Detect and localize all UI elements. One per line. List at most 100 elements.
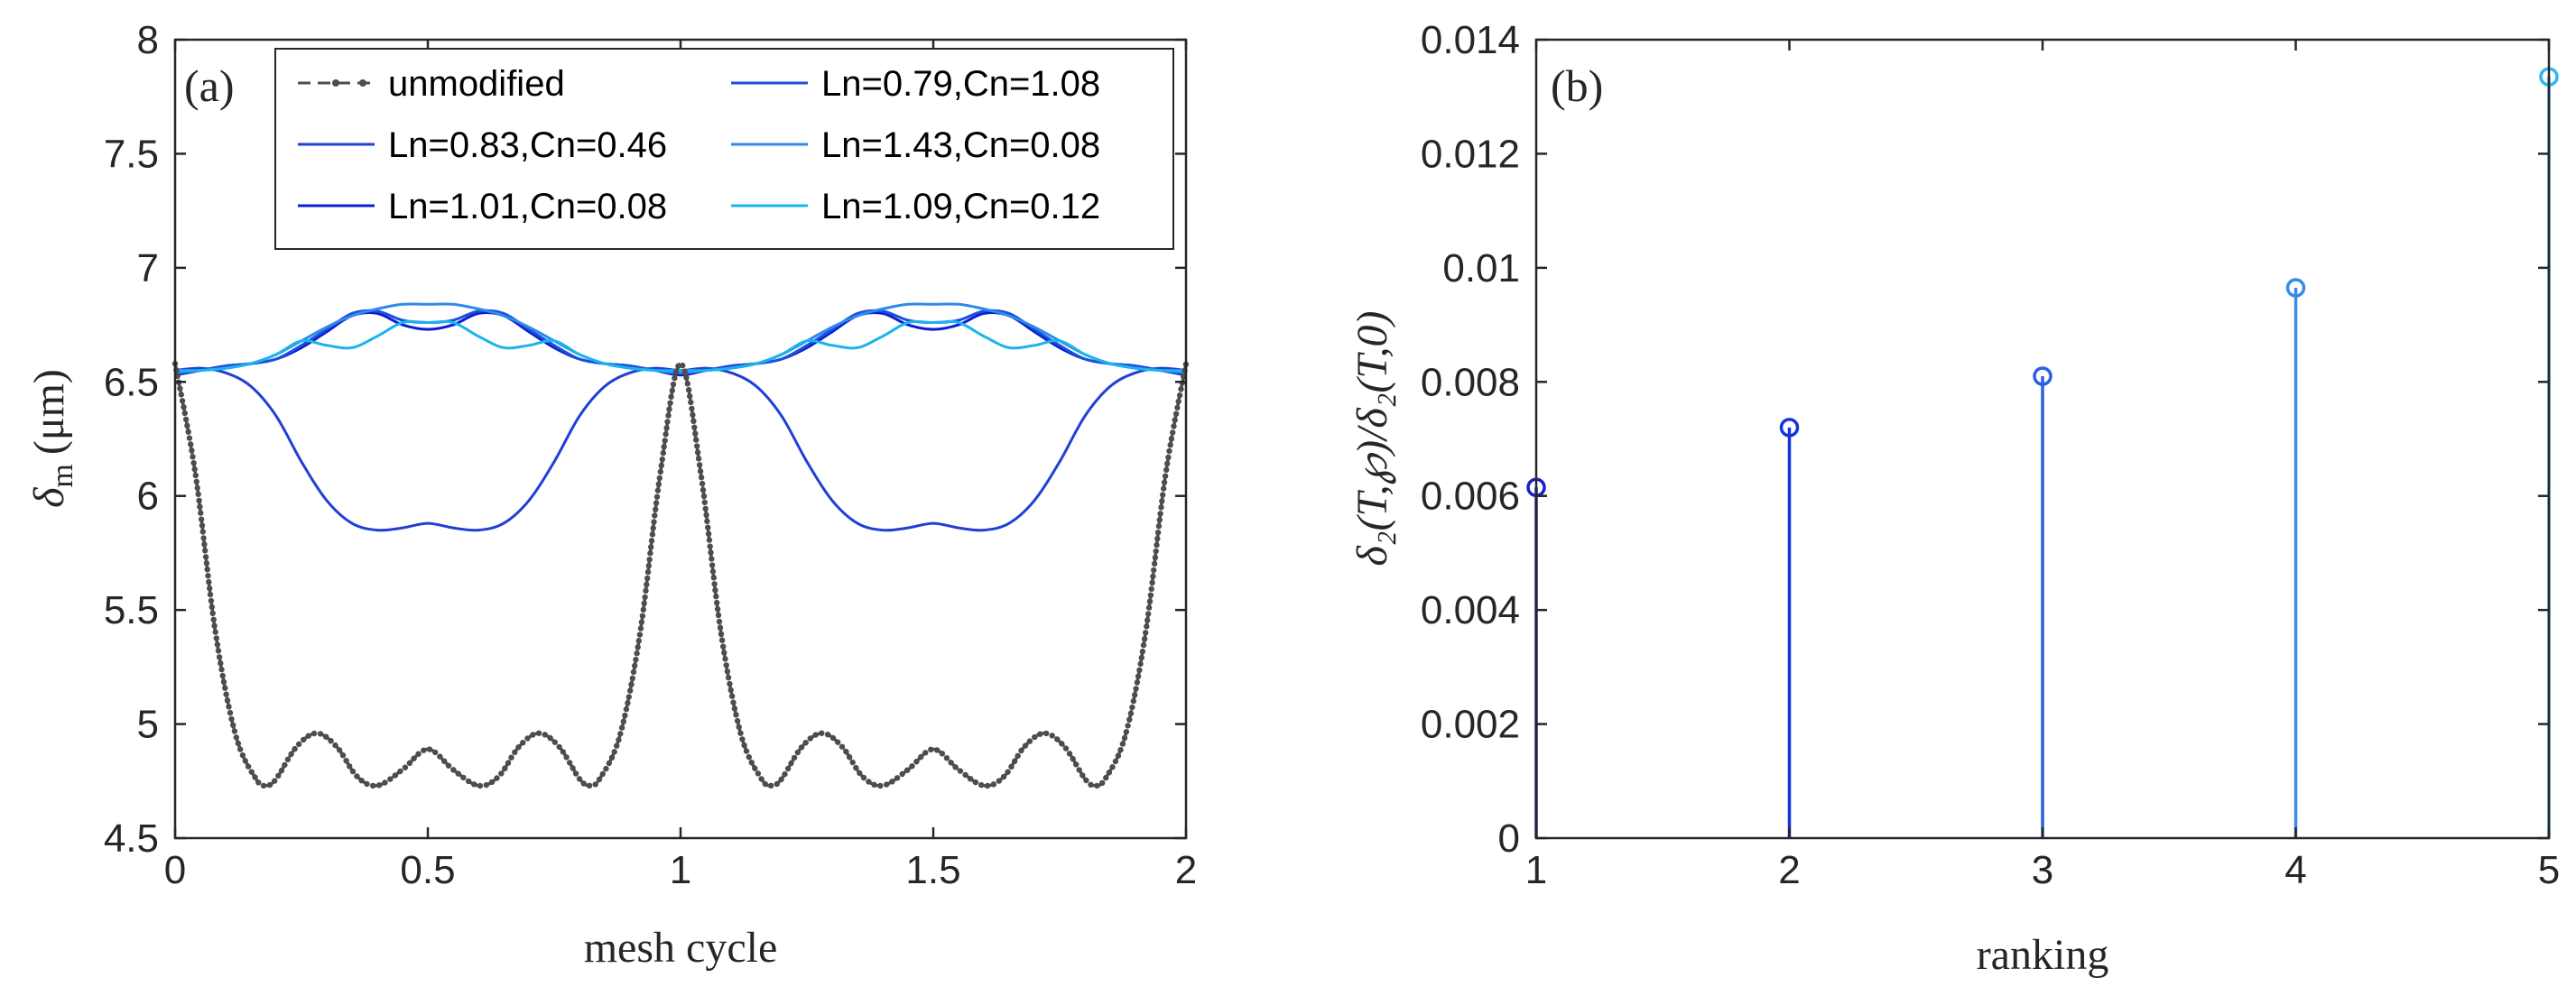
series-marker (625, 694, 632, 700)
series-marker (648, 538, 655, 544)
series-marker (685, 387, 692, 393)
series-marker (1143, 630, 1149, 636)
series-marker (680, 362, 686, 369)
series-marker (563, 754, 570, 761)
series-marker (723, 662, 729, 669)
panel-b-ytick-label: 0.012 (1421, 132, 1520, 176)
series-marker (190, 460, 197, 466)
series-marker (884, 781, 890, 788)
series-marker (672, 369, 680, 375)
series-marker (695, 456, 702, 462)
series-marker (1117, 747, 1124, 753)
series-marker (637, 625, 644, 632)
series-marker (693, 437, 700, 443)
series-marker (1054, 736, 1061, 742)
series-marker (724, 669, 731, 675)
series-marker (1015, 752, 1021, 759)
series-marker (317, 731, 324, 737)
series-marker (1163, 466, 1170, 473)
panel-b-ytick-label: 0.006 (1421, 475, 1520, 519)
series-marker (669, 387, 675, 394)
series-marker (739, 736, 746, 742)
series-marker (1083, 777, 1089, 784)
series-marker (918, 753, 924, 761)
series-marker (382, 779, 388, 786)
series-marker (198, 510, 204, 516)
series-marker (387, 776, 394, 782)
series-marker (700, 493, 708, 500)
series-marker (530, 732, 536, 738)
series-marker (498, 770, 505, 777)
stem-4 (2285, 278, 2306, 838)
series-marker (643, 587, 649, 595)
series-marker (1154, 541, 1160, 549)
series-marker (642, 594, 648, 601)
series-marker (990, 781, 997, 788)
series-marker (1172, 417, 1178, 423)
series-marker (223, 691, 229, 697)
series-marker (1174, 404, 1181, 411)
series-marker (670, 381, 677, 388)
series-marker (406, 760, 413, 766)
series-marker (798, 744, 805, 751)
series-marker (1151, 560, 1158, 567)
series-marker (788, 760, 794, 767)
legend-label: Ln=1.01,Cn=0.08 (388, 187, 667, 226)
series-marker (1138, 654, 1145, 661)
series-marker (675, 363, 681, 369)
series-marker (1162, 473, 1169, 479)
series-marker (415, 751, 422, 757)
series-marker (694, 449, 701, 456)
series-marker (700, 486, 707, 493)
series-marker (208, 604, 215, 611)
series-marker (721, 650, 727, 656)
series-marker (358, 778, 365, 784)
series-marker (237, 746, 244, 752)
panel-a-series-group (171, 302, 1190, 789)
series-marker (630, 669, 637, 676)
series-marker (242, 758, 248, 764)
series-marker (668, 393, 674, 400)
series-marker (1159, 498, 1165, 504)
series-marker (460, 774, 467, 781)
series-marker (791, 754, 798, 761)
series-marker (1148, 586, 1154, 592)
series-marker (1140, 641, 1147, 649)
series-marker (1112, 758, 1119, 765)
series-marker (748, 760, 755, 766)
series-marker (654, 487, 662, 493)
series-marker (1011, 758, 1018, 764)
series-marker (894, 775, 901, 781)
series-marker (692, 430, 699, 437)
panel-b-xtick-label: 5 (2538, 848, 2560, 892)
series-marker (648, 544, 654, 550)
series-marker (681, 368, 688, 374)
series-marker (656, 475, 663, 482)
series-marker (205, 573, 211, 579)
series-marker (477, 782, 484, 789)
series-marker (709, 568, 717, 575)
series-marker (1175, 398, 1181, 405)
series-marker (746, 753, 752, 761)
series-marker (709, 562, 716, 568)
series-marker (701, 499, 708, 506)
legend-label: unmodified (388, 64, 565, 104)
series-marker (1161, 479, 1168, 485)
series-marker (194, 484, 200, 492)
series-marker (849, 759, 856, 766)
series-marker (599, 770, 606, 778)
legend-entry: Ln=0.79,Cn=1.08 (731, 64, 1100, 104)
series-marker (596, 776, 603, 783)
series-marker (551, 739, 558, 745)
series-marker (696, 462, 703, 468)
series-marker (972, 779, 979, 786)
series-marker (778, 776, 784, 783)
panel-b-ylabel: δ₂(T,℘)/δ₂(T,0) (1348, 310, 1396, 566)
series-marker (488, 779, 496, 786)
series-marker (255, 779, 262, 786)
series-marker (659, 456, 665, 463)
series-marker (962, 771, 968, 779)
series-marker (192, 472, 199, 479)
series-marker (943, 755, 950, 761)
series-marker (1005, 769, 1011, 775)
